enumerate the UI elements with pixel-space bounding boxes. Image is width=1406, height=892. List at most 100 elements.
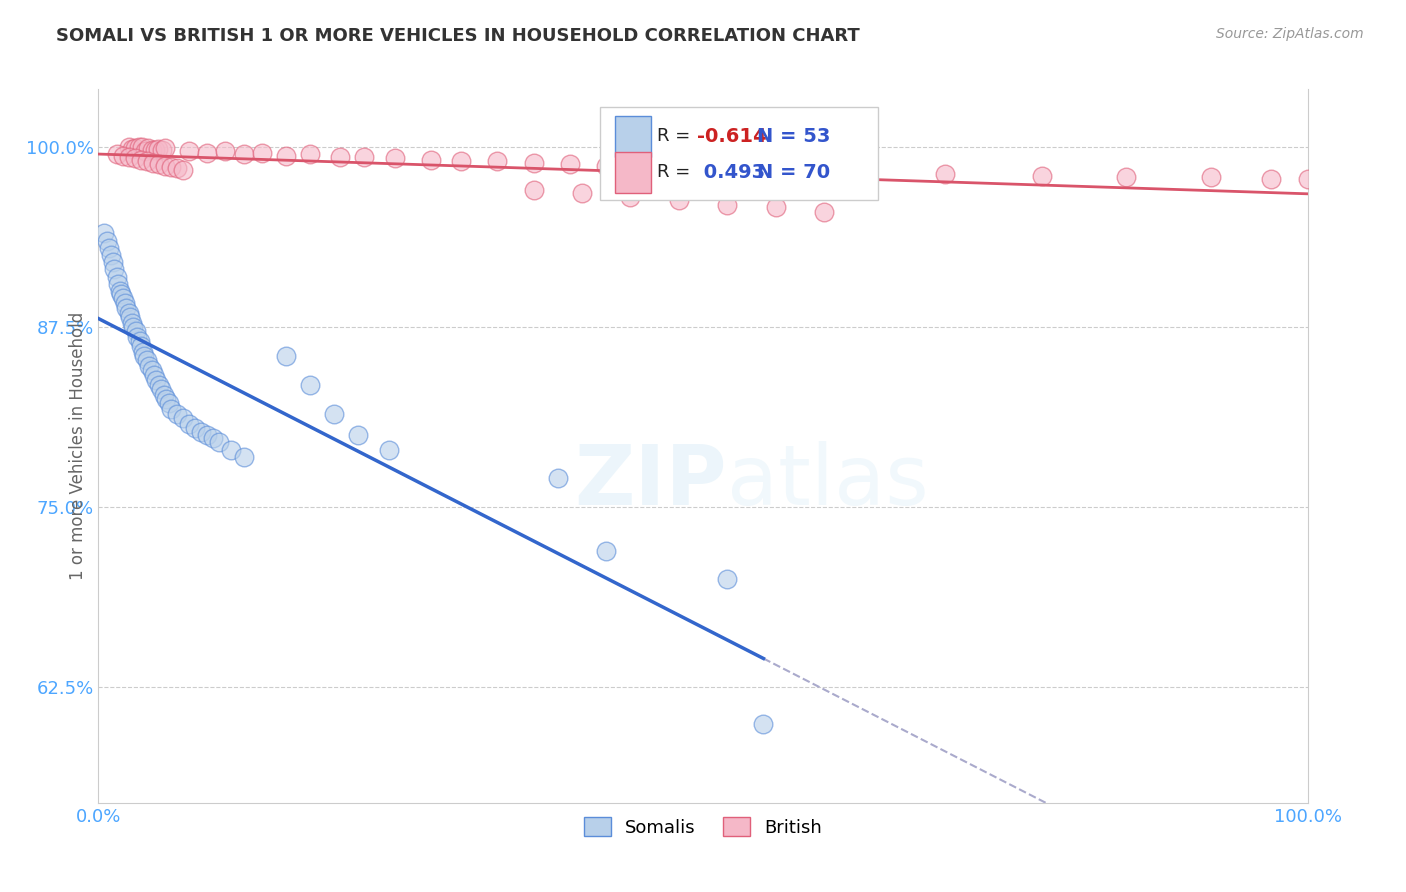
Point [160,402,183,417]
Point [179,417,201,431]
Point [141,363,163,377]
Point [105,269,128,284]
Point [148,157,170,171]
Point [752,716,775,731]
Point [155,392,177,406]
Point [329,150,352,164]
Point [384,152,406,166]
Point [138,359,160,373]
Point [115,301,138,316]
Point [631,160,654,174]
Point [716,572,738,586]
Point [96,234,118,248]
Point [195,145,218,160]
Point [353,150,375,164]
Point [129,339,152,353]
Point [153,141,176,155]
Point [103,262,125,277]
Point [118,140,141,154]
Point [347,428,370,442]
FancyBboxPatch shape [614,116,651,157]
Point [108,284,131,298]
Point [111,148,134,162]
Text: R =: R = [657,128,696,145]
Point [111,291,134,305]
Point [121,142,143,156]
Point [704,163,727,178]
Point [132,344,155,359]
Point [323,407,346,421]
Text: ZIP: ZIP [575,442,727,522]
FancyBboxPatch shape [600,107,879,200]
Point [148,377,170,392]
Point [152,388,174,402]
Point [523,155,546,169]
Point [716,197,738,211]
FancyBboxPatch shape [614,152,651,193]
Point [157,396,180,410]
Point [195,428,218,442]
Text: atlas: atlas [727,442,929,522]
Point [142,155,165,169]
Point [122,320,145,334]
Point [274,349,297,363]
Text: R =: R = [657,163,696,181]
Point [150,382,173,396]
Point [190,425,212,440]
Point [172,163,194,178]
Point [202,431,225,445]
Point [558,157,581,171]
Legend: Somalis, British: Somalis, British [576,810,830,844]
Point [547,471,569,485]
Point [668,161,690,176]
Y-axis label: 1 or more Vehicles in Household: 1 or more Vehicles in Household [69,312,87,580]
Point [118,150,141,164]
Point [166,407,188,421]
Point [232,147,254,161]
Point [377,442,399,457]
Point [214,144,236,158]
Point [1260,171,1282,186]
Point [127,330,149,344]
Point [143,143,166,157]
Point [150,143,173,157]
Text: 0.493: 0.493 [697,162,765,182]
Point [125,325,148,339]
Text: SOMALI VS BRITISH 1 OR MORE VEHICLES IN HOUSEHOLD CORRELATION CHART: SOMALI VS BRITISH 1 OR MORE VEHICLES IN … [56,27,860,45]
Point [135,154,157,169]
Point [523,183,546,197]
Point [93,227,115,241]
Point [299,377,322,392]
Point [765,201,787,215]
Point [145,373,167,387]
Point [740,164,762,178]
Point [221,442,243,457]
Point [153,159,176,173]
Point [101,255,124,269]
Point [250,145,273,160]
Point [141,143,163,157]
Point [148,142,170,156]
Point [118,306,141,320]
Text: Source: ZipAtlas.com: Source: ZipAtlas.com [1216,27,1364,41]
Point [184,421,207,435]
Point [128,334,150,349]
Point [98,241,121,255]
Text: -0.614: -0.614 [697,127,766,145]
Point [110,286,132,301]
Text: N = 53: N = 53 [758,127,831,145]
Point [595,159,617,173]
Point [143,368,166,382]
Point [124,152,146,166]
Point [134,144,156,158]
Point [595,543,617,558]
Point [131,140,153,154]
Point [105,147,128,161]
Text: N = 70: N = 70 [758,162,831,182]
Point [138,141,160,155]
Point [172,410,194,425]
Point [160,160,183,174]
Point [179,144,201,158]
Point [571,186,593,200]
Point [486,154,509,169]
